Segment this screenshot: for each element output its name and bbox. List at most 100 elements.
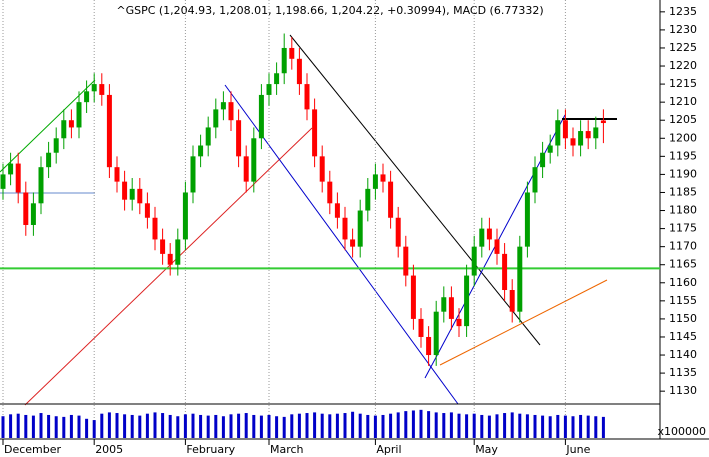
candle-body [410, 275, 416, 319]
y-tick-label: 1170 [669, 240, 697, 253]
volume-bar [495, 414, 499, 438]
volume-bar [601, 416, 605, 438]
y-tick-label: 1210 [669, 95, 697, 108]
candle-body [0, 174, 6, 189]
volume-bar [92, 420, 96, 438]
candle-body [213, 109, 219, 128]
y-tick-label: 1230 [669, 23, 697, 36]
volume-bar [563, 415, 567, 438]
volume-bar [176, 416, 180, 438]
volume-bar [62, 416, 66, 438]
volume-bar [282, 416, 286, 438]
candle-body [220, 102, 226, 110]
candle-body [182, 192, 188, 240]
candle-body [502, 253, 508, 291]
candle-body [76, 102, 82, 128]
volume-bar [130, 414, 134, 438]
candle-body [456, 318, 462, 327]
candle-body [372, 174, 378, 189]
volume-bar [449, 412, 453, 438]
candle-body [418, 318, 424, 337]
volume-bar [252, 414, 256, 438]
volume-bar [191, 413, 195, 438]
volume-bar [343, 413, 347, 438]
volume-bar [77, 415, 81, 438]
candle-body [84, 91, 90, 103]
volume-bar [290, 414, 294, 438]
volume-bar [351, 411, 355, 438]
volume-bar [31, 415, 35, 438]
volume-bar [525, 414, 529, 438]
volume-bar [214, 414, 218, 438]
volume-bar [396, 412, 400, 438]
candle-body [327, 181, 333, 204]
y-tick-label: 1235 [669, 5, 697, 18]
volume-bar [100, 413, 104, 438]
candle-body [129, 188, 135, 200]
volume-bar [305, 413, 309, 438]
volume-bar [107, 412, 111, 438]
volume-bar [411, 410, 415, 438]
chart-title: ^GSPC (1,204.93, 1,208.01, 1,198.66, 1,2… [116, 4, 543, 17]
volume-bar [427, 411, 431, 438]
y-tick-label: 1140 [669, 348, 697, 361]
candle-body [486, 228, 492, 240]
y-tick-label: 1145 [669, 330, 697, 343]
candle-body [228, 102, 234, 121]
volume-bar [54, 416, 58, 438]
volume-bar [138, 415, 142, 438]
volume-bar [419, 409, 423, 438]
volume-unit: x100000 [657, 425, 706, 438]
volume-bar [335, 413, 339, 438]
volume-bar [47, 414, 51, 438]
y-tick-label: 1185 [669, 185, 697, 198]
volume-bar [206, 415, 210, 438]
volume-bar [24, 414, 28, 438]
candle-body [38, 167, 44, 204]
candle-body [388, 181, 394, 218]
volume-bar [168, 414, 172, 438]
candle-body [61, 120, 67, 139]
candle-body [68, 120, 74, 128]
volume-bar [115, 413, 119, 438]
trend-line [24, 127, 313, 406]
trend-line [439, 279, 608, 366]
x-tick-label: 2005 [95, 443, 123, 456]
volume-bar [389, 413, 393, 438]
volume-bar [518, 413, 522, 438]
volume-bar [153, 412, 157, 438]
y-tick-label: 1180 [669, 204, 697, 217]
x-tick-label: March [270, 443, 304, 456]
candle-body [509, 290, 515, 312]
candle-body [266, 84, 272, 95]
candle-body [479, 228, 485, 247]
volume-bar [39, 413, 43, 438]
volume-bar [123, 414, 127, 438]
x-tick-label: May [475, 443, 498, 456]
candle-body [258, 94, 264, 139]
volume-bar [69, 414, 73, 438]
candle-body [464, 275, 470, 327]
y-tick-label: 1205 [669, 113, 697, 126]
volume-bar [161, 413, 165, 438]
candle-body [312, 109, 318, 157]
volume-bar [465, 414, 469, 438]
candle-body [555, 120, 561, 146]
volume-bar [404, 411, 408, 438]
volume-bar [457, 413, 461, 438]
volume-bar [480, 414, 484, 438]
volume-bar [85, 418, 89, 438]
candle-body [448, 297, 454, 319]
volume-bar [373, 415, 377, 438]
y-tick-label: 1200 [669, 131, 697, 144]
candle-body [99, 84, 105, 95]
trend-line [289, 34, 541, 346]
volume-bar [586, 415, 590, 438]
volume-bar [244, 413, 248, 438]
candle-body [524, 192, 530, 247]
candle-body [114, 167, 120, 182]
candle-body [350, 239, 356, 247]
x-tick-label: February [186, 443, 235, 456]
y-tick-label: 1150 [669, 312, 697, 325]
volume-bar [434, 412, 438, 438]
